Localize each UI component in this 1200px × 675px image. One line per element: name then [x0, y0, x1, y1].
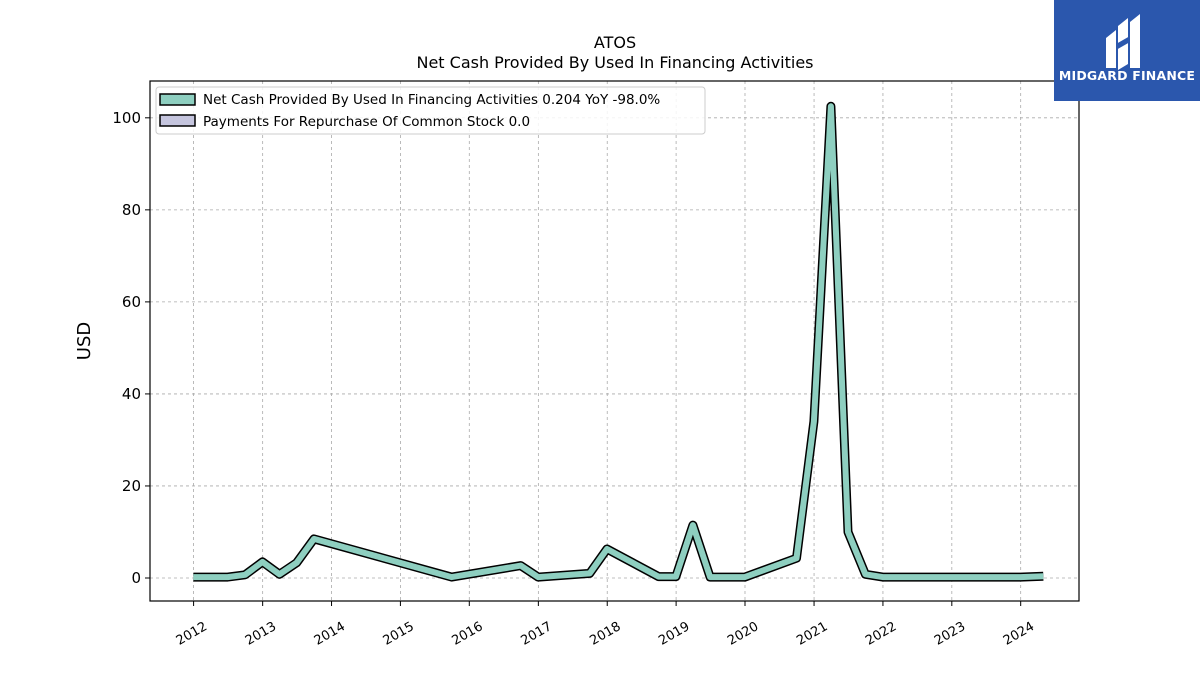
y-tick-label: 60 — [122, 293, 141, 311]
x-tick-label: 2013 — [243, 619, 279, 649]
series-line-outline — [193, 101, 1044, 582]
x-tick-label: 2019 — [656, 619, 692, 649]
legend: Net Cash Provided By Used In Financing A… — [155, 86, 706, 135]
y-tick-label: 20 — [122, 477, 141, 495]
x-tick-label: 2020 — [725, 619, 761, 649]
x-tick-label: 2017 — [519, 619, 555, 649]
legend-label-net-cash: Net Cash Provided By Used In Financing A… — [203, 92, 660, 108]
x-tick-label: 2022 — [863, 619, 899, 649]
legend-label-repurchase: Payments For Repurchase Of Common Stock … — [203, 114, 530, 130]
brand-name: MIDGARD FINANCE — [1058, 68, 1196, 83]
brand-logo: MIDGARD FINANCE — [1054, 0, 1200, 101]
x-tick-label: 2021 — [794, 619, 830, 649]
y-tick-label: 40 — [122, 385, 141, 403]
x-axis: 2012 2013 2014 2015 2016 2017 2018 2019 2020 2021… — [174, 601, 1037, 649]
x-tick-label: 2015 — [381, 619, 417, 649]
legend-swatch-net-cash — [159, 93, 196, 106]
y-tick-label: 0 — [131, 569, 141, 587]
plot-area — [149, 80, 1080, 602]
x-tick-label: 2016 — [449, 619, 485, 649]
legend-swatch-repurchase — [159, 114, 196, 127]
x-tick-label: 2023 — [932, 619, 968, 649]
chart-title: ATOS — [594, 33, 636, 52]
x-tick-label: 2018 — [587, 619, 623, 649]
y-axis: 0 20 40 60 80 100 — [112, 109, 150, 587]
chart-subtitle: Net Cash Provided By Used In Financing A… — [416, 53, 813, 72]
x-tick-label: 2024 — [1001, 619, 1037, 649]
y-tick-label: 80 — [122, 201, 141, 219]
y-axis-label: USD — [74, 322, 95, 360]
grid — [150, 81, 1079, 601]
x-tick-label: 2014 — [312, 619, 348, 649]
midgard-logo-icon — [1106, 14, 1140, 70]
legend-frame — [155, 86, 706, 135]
series-layer — [193, 101, 1044, 582]
series-line — [193, 103, 1044, 581]
x-tick-label: 2012 — [174, 619, 210, 649]
y-tick-label: 100 — [112, 109, 141, 127]
